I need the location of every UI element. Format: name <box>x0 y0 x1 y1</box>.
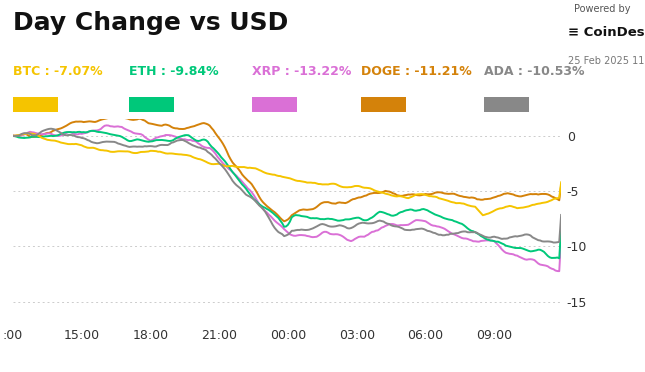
Text: DOGE : -11.21%: DOGE : -11.21% <box>361 65 472 78</box>
Text: XRP : -13.22%: XRP : -13.22% <box>252 65 351 78</box>
Text: Powered by: Powered by <box>574 4 631 14</box>
Text: ADA : -10.53%: ADA : -10.53% <box>484 65 584 78</box>
Text: Day Change vs USD: Day Change vs USD <box>13 11 288 35</box>
Text: BTC : -7.07%: BTC : -7.07% <box>13 65 103 78</box>
Text: ETH : -9.84%: ETH : -9.84% <box>129 65 219 78</box>
Text: ≡ CoinDesk Data: ≡ CoinDesk Data <box>568 26 645 39</box>
Text: 25 Feb 2025 11:59 (GMT): 25 Feb 2025 11:59 (GMT) <box>568 56 645 66</box>
